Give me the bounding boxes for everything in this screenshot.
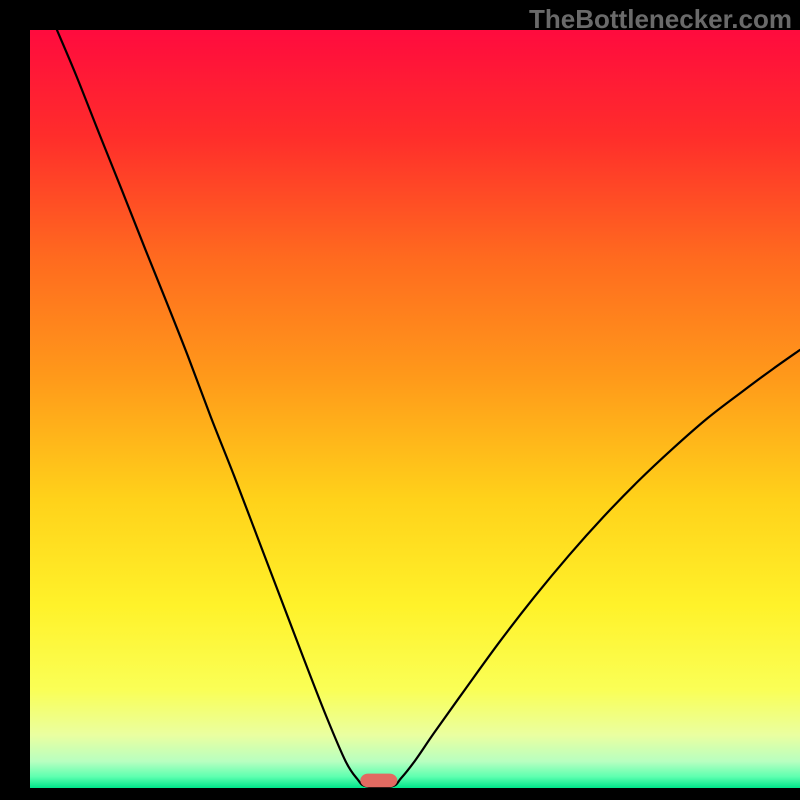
watermark-text: TheBottlenecker.com bbox=[529, 6, 792, 32]
gradient-background bbox=[30, 30, 800, 788]
plot-area bbox=[30, 30, 800, 788]
chart-container: TheBottlenecker.com bbox=[0, 0, 800, 800]
optimal-range-marker bbox=[360, 774, 397, 788]
